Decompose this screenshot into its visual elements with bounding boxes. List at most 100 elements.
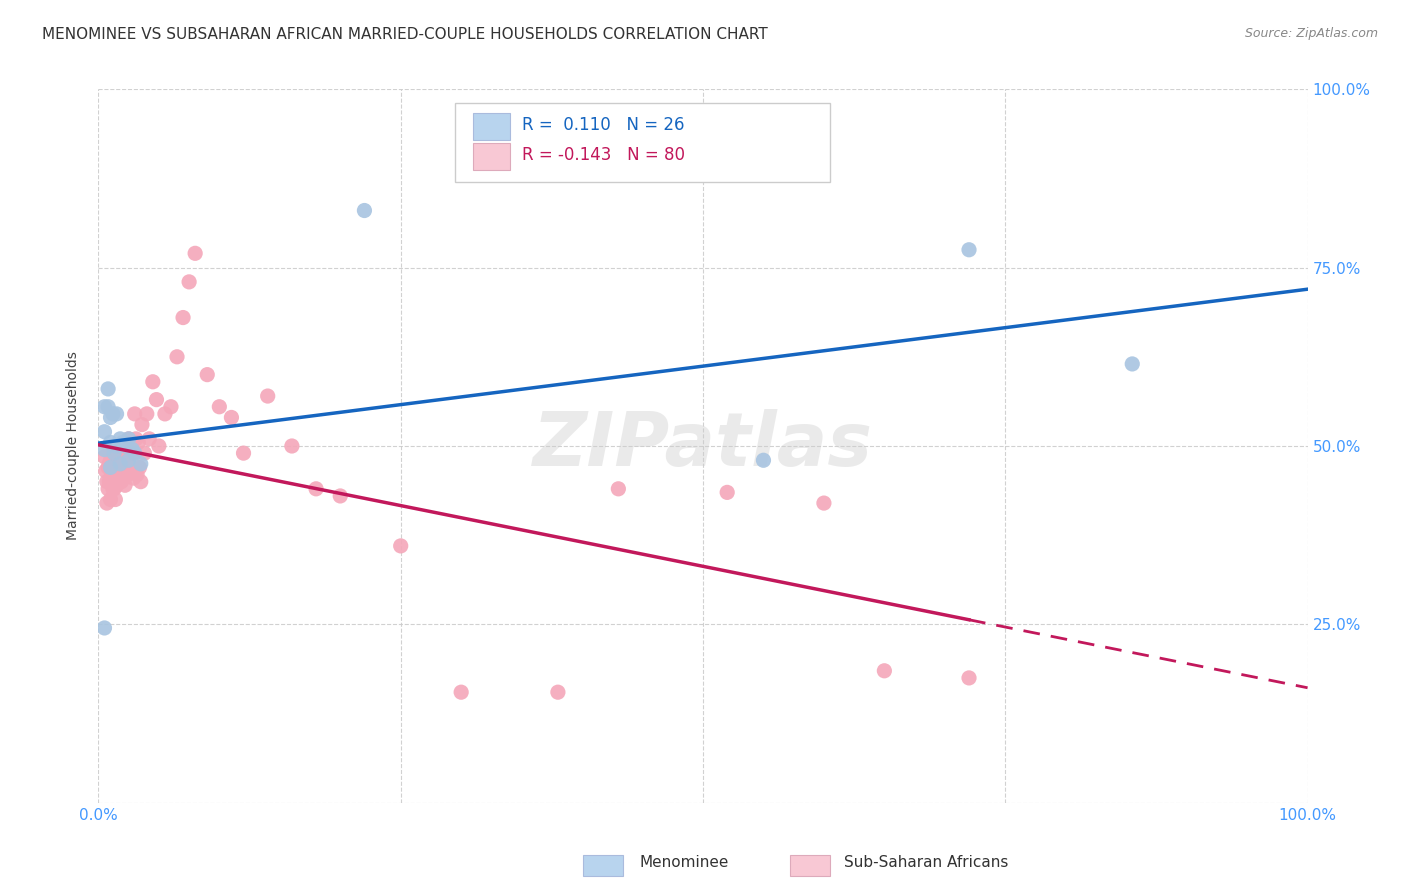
Point xyxy=(172,310,194,325)
Point xyxy=(129,457,152,471)
Point xyxy=(105,407,128,421)
Point xyxy=(107,457,129,471)
Point xyxy=(120,464,142,478)
Point xyxy=(111,453,134,467)
Point xyxy=(127,435,149,450)
Point xyxy=(115,464,138,478)
Point xyxy=(100,492,122,507)
Point xyxy=(101,464,124,478)
Point xyxy=(305,482,328,496)
Point xyxy=(93,442,115,457)
Point xyxy=(873,664,896,678)
Point xyxy=(221,410,243,425)
Point xyxy=(108,471,131,485)
Point xyxy=(117,467,139,482)
Point xyxy=(103,482,125,496)
Point xyxy=(118,432,141,446)
Text: Source: ZipAtlas.com: Source: ZipAtlas.com xyxy=(1244,27,1378,40)
Text: Menominee: Menominee xyxy=(640,855,730,870)
Point xyxy=(105,439,128,453)
Point xyxy=(101,446,124,460)
Point xyxy=(108,432,131,446)
Point xyxy=(195,368,218,382)
Point xyxy=(97,482,120,496)
FancyBboxPatch shape xyxy=(474,143,509,169)
Point xyxy=(389,539,412,553)
Point xyxy=(105,453,128,467)
Point xyxy=(111,435,134,450)
Point xyxy=(114,478,136,492)
Point xyxy=(353,203,375,218)
Point xyxy=(97,400,120,414)
Point xyxy=(127,467,149,482)
Point xyxy=(93,450,115,464)
Point xyxy=(108,457,131,471)
Point xyxy=(813,496,835,510)
Point xyxy=(101,407,124,421)
Point xyxy=(114,457,136,471)
Point xyxy=(93,400,115,414)
Point xyxy=(104,450,127,464)
Point xyxy=(96,496,118,510)
Point xyxy=(329,489,352,503)
Point xyxy=(100,471,122,485)
Point xyxy=(1121,357,1143,371)
Point xyxy=(122,471,145,485)
Point xyxy=(957,243,980,257)
Point xyxy=(93,425,115,439)
Point xyxy=(121,446,143,460)
Point xyxy=(107,475,129,489)
Point xyxy=(100,475,122,489)
Point xyxy=(607,482,630,496)
Point xyxy=(179,275,201,289)
Point xyxy=(124,446,146,460)
Point xyxy=(98,475,121,489)
Point xyxy=(93,621,115,635)
Point xyxy=(100,453,122,467)
Y-axis label: Married-couple Households: Married-couple Households xyxy=(66,351,80,541)
FancyBboxPatch shape xyxy=(474,112,509,140)
Point xyxy=(103,446,125,460)
Point xyxy=(110,457,132,471)
Point xyxy=(547,685,569,699)
Text: R =  0.110   N = 26: R = 0.110 N = 26 xyxy=(522,116,685,134)
FancyBboxPatch shape xyxy=(456,103,830,182)
Text: ZIPatlas: ZIPatlas xyxy=(533,409,873,483)
Point xyxy=(716,485,738,500)
Point xyxy=(104,492,127,507)
Text: R = -0.143   N = 80: R = -0.143 N = 80 xyxy=(522,146,685,164)
Point xyxy=(145,392,167,407)
Point xyxy=(118,453,141,467)
Point xyxy=(96,475,118,489)
Point xyxy=(134,446,156,460)
Point xyxy=(108,475,131,489)
Point xyxy=(131,417,153,432)
Point xyxy=(118,432,141,446)
Point xyxy=(160,400,183,414)
Point xyxy=(100,435,122,450)
Text: MENOMINEE VS SUBSAHARAN AFRICAN MARRIED-COUPLE HOUSEHOLDS CORRELATION CHART: MENOMINEE VS SUBSAHARAN AFRICAN MARRIED-… xyxy=(42,27,768,42)
Point xyxy=(153,407,176,421)
Point xyxy=(450,685,472,699)
Point xyxy=(752,453,775,467)
Point xyxy=(142,375,165,389)
Point xyxy=(256,389,278,403)
Point xyxy=(94,464,117,478)
Point xyxy=(97,382,120,396)
Point xyxy=(148,439,170,453)
Point xyxy=(128,460,150,475)
Point xyxy=(121,442,143,457)
Point xyxy=(114,439,136,453)
Point xyxy=(108,453,131,467)
Point xyxy=(135,407,157,421)
Point xyxy=(100,460,122,475)
Point xyxy=(124,407,146,421)
Point xyxy=(100,457,122,471)
Point xyxy=(104,471,127,485)
Point xyxy=(129,475,152,489)
Point xyxy=(103,446,125,460)
Point xyxy=(125,432,148,446)
Point xyxy=(138,432,160,446)
Point xyxy=(105,478,128,492)
Point xyxy=(100,410,122,425)
